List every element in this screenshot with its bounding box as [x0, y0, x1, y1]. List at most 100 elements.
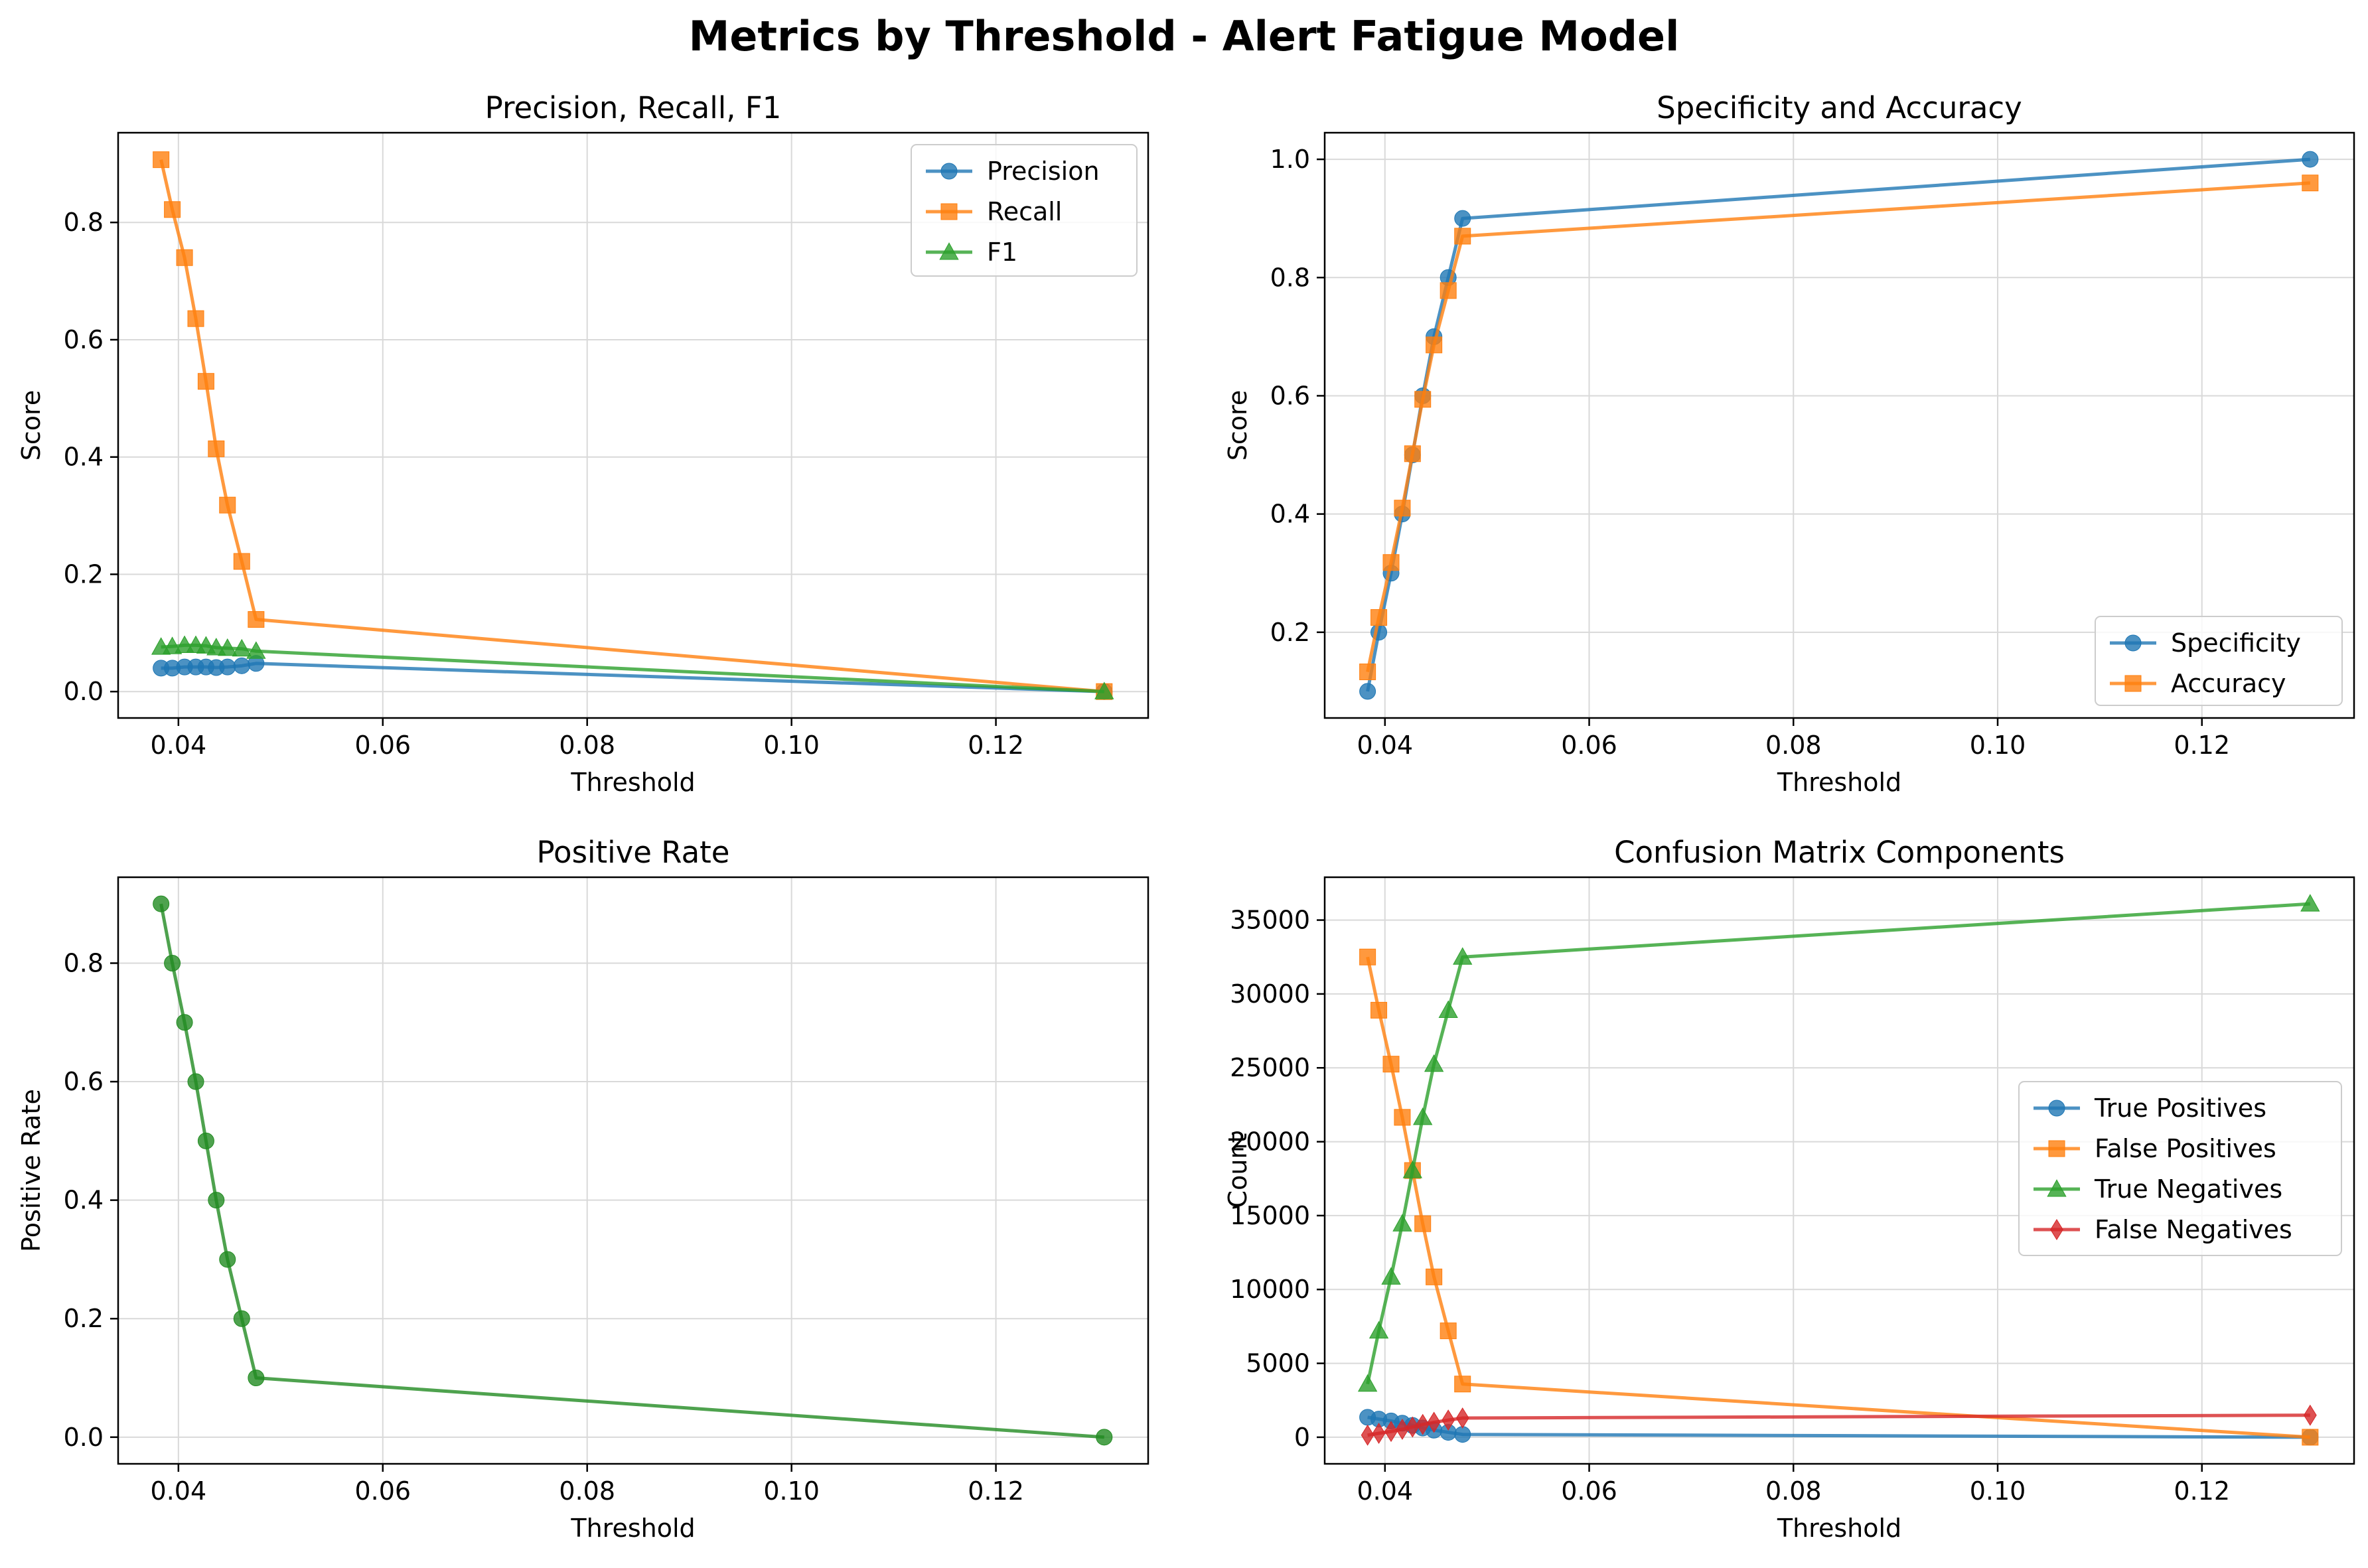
- data-point: [1361, 1424, 1374, 1446]
- y-tick-label: 0.6: [64, 325, 104, 354]
- legend-marker: [940, 203, 958, 220]
- data-point: [1394, 500, 1411, 517]
- subplot-cm: 0.04 0.06 0.08 0.10 0.12 0 5000 10000 15000 20000…: [1223, 835, 2355, 1543]
- data-point: [248, 611, 265, 628]
- data-point: [1416, 1413, 1430, 1435]
- y-tick-label: 10000: [1230, 1275, 1310, 1304]
- data-point: [233, 1310, 250, 1327]
- legend-label: Precision: [987, 157, 1100, 186]
- subplot-title: Precision, Recall, F1: [485, 90, 782, 125]
- data-point: [246, 641, 266, 659]
- y-tick-label: 0.6: [64, 1067, 104, 1096]
- legend-marker: [2048, 1100, 2065, 1117]
- data-point: [1384, 1421, 1398, 1443]
- x-tick-label: 0.08: [1765, 1476, 1822, 1506]
- series-line-recall: [159, 159, 1105, 693]
- legend-marker: [940, 163, 958, 180]
- y-tick-label: 0.2: [64, 1304, 104, 1333]
- data-point: [1454, 210, 1471, 227]
- y-axis-label: Positive Rate: [17, 1089, 46, 1252]
- x-tick-label: 0.04: [151, 1476, 207, 1506]
- x-tick-label: 0.08: [1765, 731, 1822, 760]
- y-tick-label: 30000: [1230, 979, 1310, 1009]
- data-point: [1455, 1407, 1469, 1429]
- data-point: [164, 201, 181, 218]
- x-tick-label: 0.04: [151, 731, 207, 760]
- data-point: [219, 658, 236, 676]
- data-point: [1381, 1267, 1401, 1285]
- y-tick-label: 0.4: [64, 443, 104, 472]
- data-point: [1372, 1423, 1386, 1444]
- subplot-title: Specificity and Accuracy: [1657, 90, 2022, 125]
- legend: Precision Recall F1: [911, 144, 1138, 277]
- data-point: [1359, 683, 1376, 700]
- x-tick-label: 0.10: [763, 1476, 820, 1506]
- legend-label: True Negatives: [2094, 1175, 2282, 1204]
- data-point: [1094, 681, 1114, 699]
- data-point: [2303, 1404, 2317, 1426]
- legend-label: Recall: [987, 197, 1062, 226]
- y-tick-label: 0: [1294, 1423, 1310, 1452]
- data-point: [1438, 1000, 1458, 1018]
- series-line-specificity: [1366, 157, 2311, 692]
- x-tick-label: 0.06: [354, 731, 411, 760]
- y-tick-label: 0.0: [64, 1423, 104, 1452]
- x-axis-label: Threshold: [1777, 1514, 1901, 1543]
- legend-label: True Positives: [2094, 1094, 2266, 1123]
- data-point: [208, 440, 225, 457]
- data-point: [1414, 1215, 1432, 1232]
- data-point: [1427, 1411, 1441, 1433]
- data-point: [1414, 391, 1432, 408]
- y-tick-label: 1.0: [1270, 145, 1310, 174]
- legend-marker: [2047, 1179, 2067, 1197]
- x-tick-label: 0.08: [559, 731, 615, 760]
- series-line-positive-rate: [159, 903, 1104, 1439]
- subplot-prf: 0.04 0.06 0.08 0.10 0.12 0.0 0.2 0.4 0.6 0.8 Preci…: [17, 90, 1149, 797]
- subplot-title: Positive Rate: [537, 835, 730, 870]
- series-line-false-negatives: [1367, 1413, 2310, 1437]
- y-axis-label: Count: [1223, 1133, 1252, 1208]
- y-axis-label: Score: [17, 390, 46, 461]
- data-point: [2300, 894, 2320, 912]
- legend-label: F1: [987, 238, 1017, 267]
- data-point: [218, 638, 238, 656]
- legend-marker: [2048, 1140, 2065, 1157]
- y-tick-label: 15000: [1230, 1201, 1310, 1230]
- x-tick-label: 0.04: [1357, 731, 1413, 760]
- y-tick-label: 0.8: [1270, 263, 1310, 292]
- data-point: [176, 1014, 193, 1031]
- data-point: [1369, 1320, 1389, 1339]
- data-point: [219, 1251, 236, 1268]
- x-axis-label: Threshold: [570, 1514, 695, 1543]
- legend-marker: [2124, 675, 2142, 692]
- legend: Specificity Accuracy: [2095, 616, 2343, 706]
- x-tick-label: 0.12: [968, 731, 1024, 760]
- data-point: [187, 310, 204, 327]
- figure-title: Metrics by Threshold - Alert Fatigue Mod…: [688, 12, 1680, 60]
- data-point: [1454, 1426, 1471, 1443]
- data-point: [1394, 1109, 1411, 1126]
- data-point: [2302, 175, 2319, 192]
- y-tick-label: 0.2: [64, 559, 104, 589]
- data-point: [197, 1132, 214, 1149]
- data-point: [187, 1073, 204, 1090]
- legend-box: [2095, 616, 2343, 706]
- data-point: [1370, 1001, 1388, 1019]
- legend-label: Accuracy: [2171, 669, 2286, 698]
- data-point: [1440, 1322, 1457, 1340]
- y-tick-label: 0.8: [64, 948, 104, 977]
- axes-frame: [1323, 876, 2355, 1465]
- legend-marker: [939, 242, 959, 260]
- x-tick-label: 0.12: [2174, 1476, 2230, 1506]
- x-tick-label: 0.12: [2174, 731, 2230, 760]
- data-point: [1392, 1214, 1412, 1232]
- y-tick-label: 0.2: [1270, 618, 1310, 647]
- legend: True Positives False Positives True Negati…: [2018, 1081, 2342, 1256]
- data-point: [1413, 1107, 1433, 1125]
- legend-marker: [2124, 634, 2142, 652]
- axes-frame: [117, 876, 1149, 1465]
- data-point: [233, 657, 250, 674]
- data-point: [1402, 1161, 1422, 1178]
- data-point: [1096, 1429, 1113, 1446]
- x-axis-label: Threshold: [570, 768, 695, 797]
